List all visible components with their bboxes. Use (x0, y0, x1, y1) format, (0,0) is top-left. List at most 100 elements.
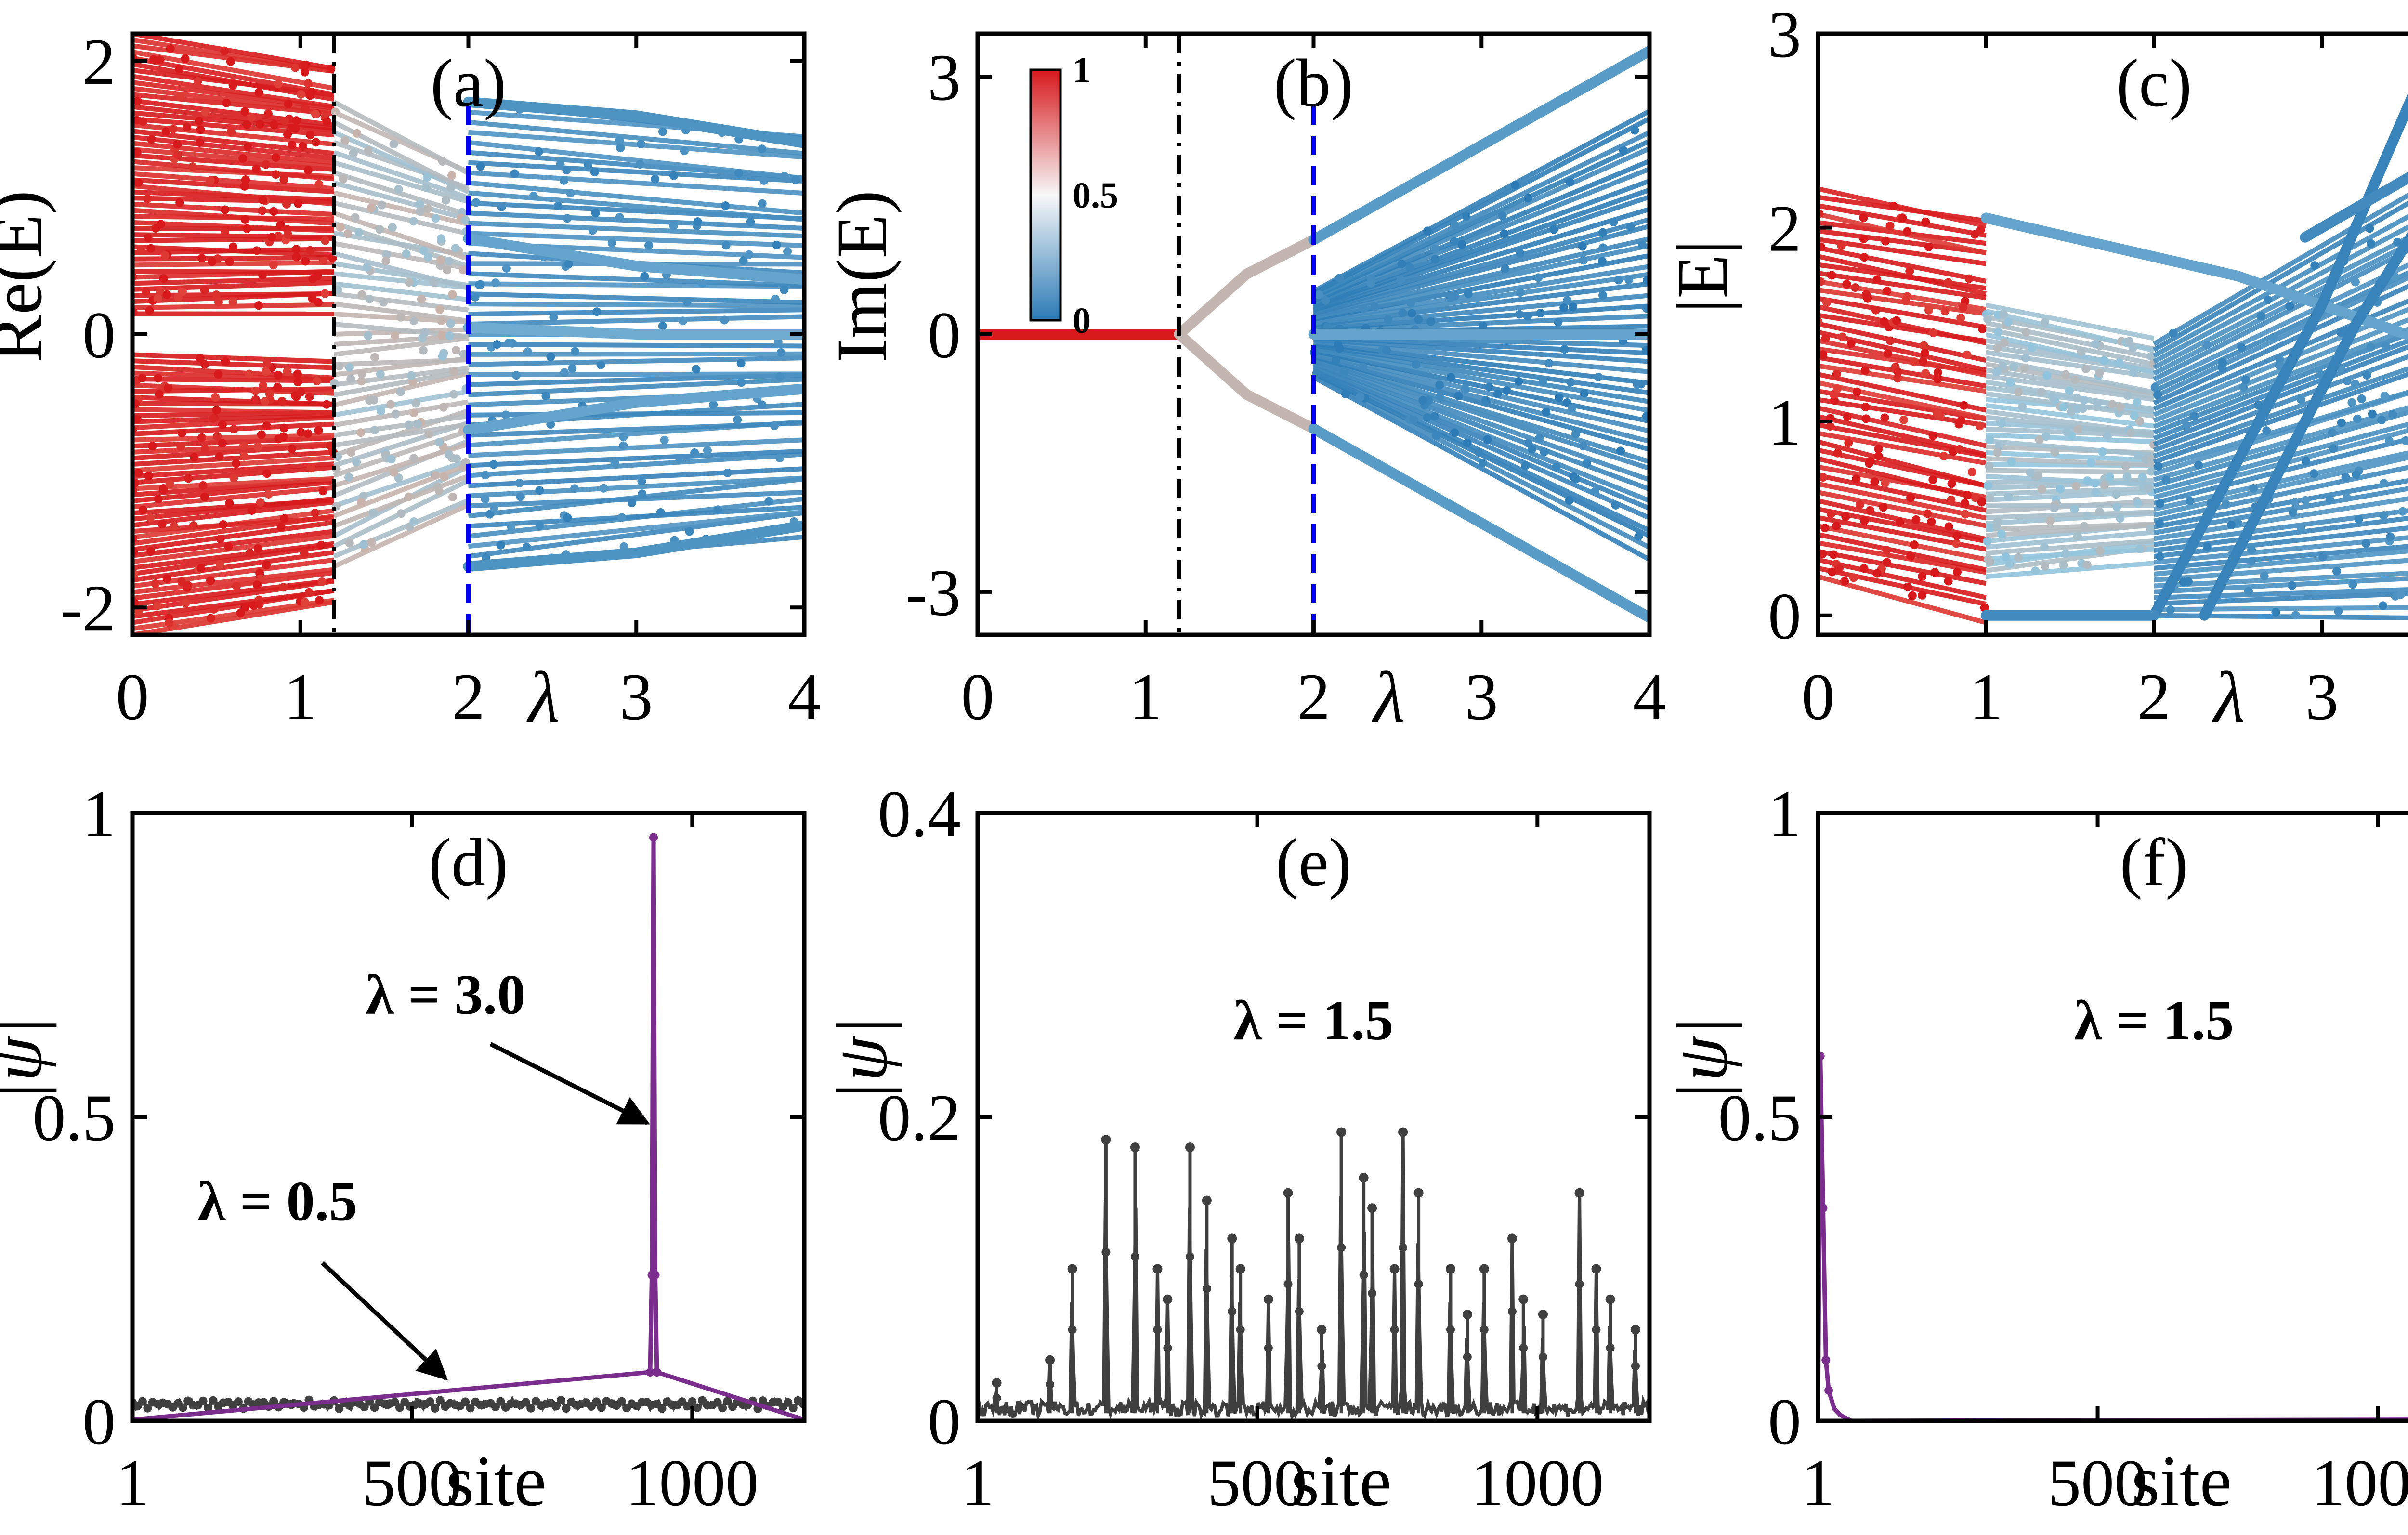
spectrum-band-line (1312, 116, 1649, 296)
profile-point (1236, 1325, 1245, 1334)
spectrum-point (1483, 435, 1492, 444)
profile-peak-point (1591, 1264, 1601, 1274)
spectrum-point (370, 426, 379, 435)
spectrum-point (619, 433, 628, 442)
x-tick-label: 1 (1802, 1446, 1835, 1520)
spectrum-point (151, 579, 160, 588)
spectrum-point (1409, 415, 1418, 424)
spectrum-point (1903, 582, 1912, 591)
spectrum-point (481, 471, 490, 480)
panel-d: λ = 3.0 λ = 0.5 1 500 1000 0 0.5 1 (d) |ψ| site (0, 777, 807, 1521)
profile-peak-point (992, 1378, 1002, 1388)
spectrum-point (590, 168, 599, 177)
spectrum-band-line (1818, 557, 1987, 600)
spectrum-point (1859, 213, 1868, 222)
spectrum-point (2041, 562, 2050, 571)
spectrum-point (379, 298, 388, 307)
spectrum-band-line (132, 415, 334, 431)
spectrum-point (1906, 493, 1915, 502)
spectrum-point (357, 377, 366, 386)
spectrum-point (419, 246, 428, 255)
spectrum-point (446, 183, 456, 192)
spectrum-point (2406, 425, 2408, 433)
spectrum-point (229, 473, 238, 483)
spectrum-point (1321, 296, 1330, 305)
spectrum-band-line (2153, 317, 2408, 423)
spectrum-point (209, 604, 219, 614)
spectrum-point (549, 313, 558, 322)
spectrum-point (2090, 479, 2099, 488)
spectrum-point (1398, 308, 1407, 317)
spectrum-point (153, 294, 162, 303)
spectrum-point (335, 362, 344, 371)
spectrum-point (138, 374, 147, 383)
spectrum-point (2121, 461, 2131, 471)
spectrum-band-line (1313, 207, 1649, 313)
spectrum-point (2388, 410, 2397, 419)
spectrum-point (357, 290, 366, 299)
spectrum-point (169, 124, 178, 133)
spectrum-band-line (468, 372, 804, 387)
spectrum-band-line (132, 499, 335, 528)
spectrum-point (240, 182, 249, 191)
spectrum-point (197, 254, 207, 263)
spectrum-band-line (1818, 549, 1987, 586)
spectrum-point (396, 387, 405, 396)
profile-peak-point (1101, 1135, 1111, 1145)
spectrum-point (2257, 312, 2266, 321)
spectrum-point (367, 538, 376, 547)
profile-point (1046, 1380, 1055, 1389)
spectrum-point (431, 471, 440, 480)
spectrum-point (2347, 398, 2356, 407)
spectrum-band-line (2153, 516, 2408, 553)
spectrum-point (1552, 462, 1561, 472)
plot-area: 10.50 (978, 34, 1649, 635)
spectrum-point (435, 305, 445, 314)
spectrum-point (366, 203, 376, 212)
spectrum-point (2083, 476, 2092, 485)
spectrum-point (1956, 314, 1965, 323)
spectrum-point (2005, 559, 2014, 568)
colorbar-tick-label: 1 (1073, 50, 1091, 91)
spectrum-point (1840, 577, 1849, 586)
spectrum-point (269, 120, 278, 129)
spectrum-point (1560, 345, 1569, 354)
spectrum-band-line (132, 159, 334, 182)
spectrum-point (773, 337, 783, 346)
spectrum-band-line (468, 509, 804, 549)
spectrum-point (515, 478, 524, 487)
spectrum-point (1582, 459, 1591, 468)
spectrum-point (298, 142, 307, 151)
spectrum-point (396, 313, 406, 322)
spectrum-band-line (132, 498, 334, 516)
spectrum-point (758, 400, 767, 409)
profile-point (1264, 1343, 1273, 1352)
spectrum-band-line (1986, 438, 2154, 458)
spectrum-point (1516, 288, 1525, 297)
y-tick-label: 1 (82, 777, 116, 851)
spectrum-point (2116, 402, 2125, 411)
spectrum-point (636, 140, 645, 149)
spectrum-band-line (468, 448, 804, 468)
spectrum-point (226, 57, 235, 66)
band-2 (330, 100, 472, 569)
spectrum-point (422, 173, 432, 182)
spectrum-point (437, 330, 446, 340)
spectrum-point (2144, 484, 2153, 493)
spectrum-point (1454, 391, 1463, 400)
spectrum-point (1924, 242, 1934, 251)
spectrum-point (2309, 469, 2318, 478)
spectrum-point (221, 228, 230, 237)
spectrum-band-line (468, 231, 804, 248)
spectrum-point (1538, 377, 1547, 386)
spectrum-point (1961, 510, 1970, 519)
spectrum-point (345, 363, 354, 372)
spectrum-point (1978, 324, 1987, 333)
profile-point (646, 1368, 655, 1377)
spectrum-point (1883, 286, 1892, 295)
profile-point (992, 1393, 1001, 1403)
profile-peak-point (1507, 1233, 1517, 1244)
spectrum-point (680, 146, 689, 156)
spectrum-point (2021, 354, 2030, 363)
y-tick-label: -2 (60, 571, 116, 645)
